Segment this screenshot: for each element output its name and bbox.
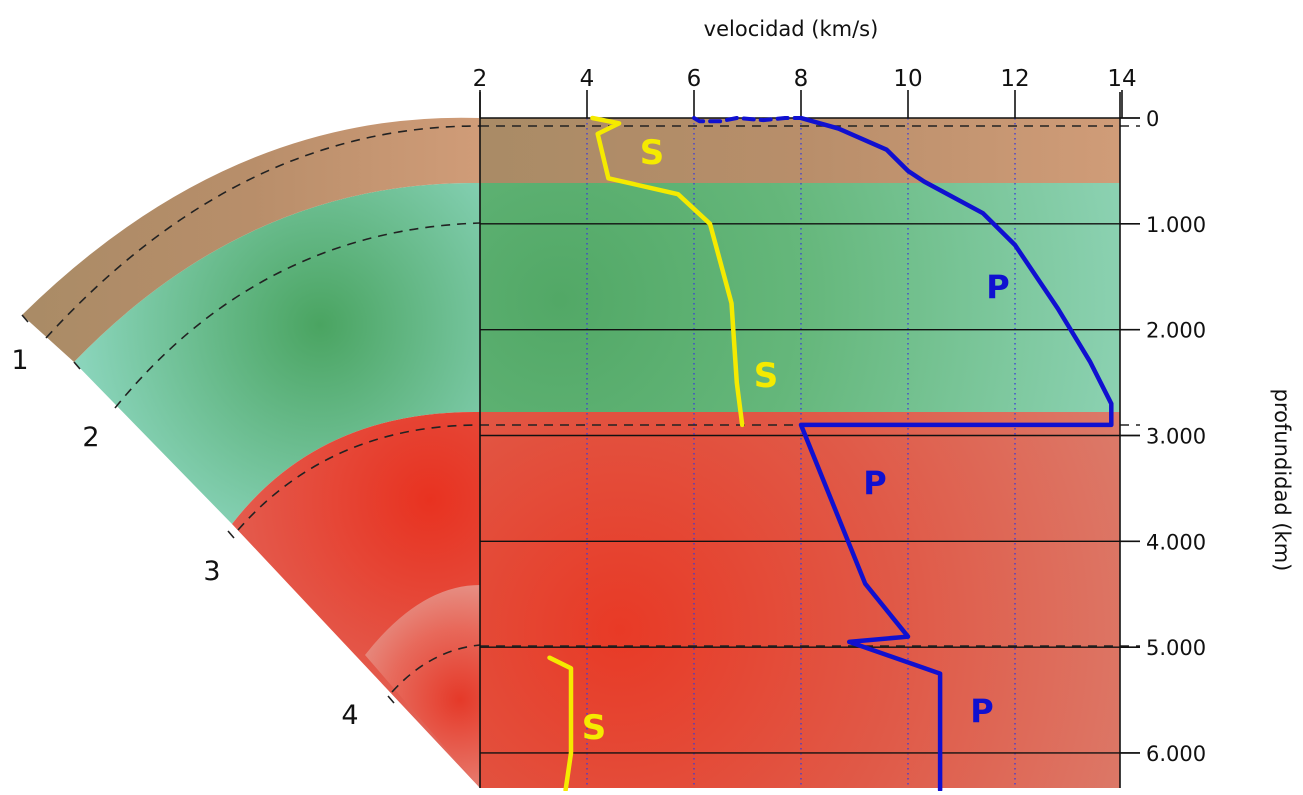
depth-gridlines: [480, 223, 1140, 754]
velocity-tick-label-12: 12: [1000, 66, 1029, 92]
s-wave-curve-mantle: [590, 115, 745, 428]
tick-3: [227, 530, 235, 539]
velocity-tick-label-2: 2: [473, 66, 488, 92]
layer-number-4: 4: [341, 700, 358, 731]
s-wave-label-inner: S: [582, 708, 607, 748]
inner-core-wedge: [365, 585, 480, 788]
velocity-tick-label-10: 10: [893, 66, 922, 92]
tick-4: [387, 695, 395, 704]
velocity-tick-label-14: 14: [1107, 66, 1136, 92]
velocity-axis-title: velocidad (km/s): [704, 17, 879, 41]
velocity-tick-label-8: 8: [794, 66, 809, 92]
inner-core-arc: [391, 644, 481, 693]
p-wave-label-inner-core: P: [970, 692, 993, 730]
velocity-tick-label-6: 6: [687, 66, 702, 92]
depth-tick-label-4.000: 4.000: [1146, 530, 1206, 554]
depth-profile-layers: [480, 118, 1120, 788]
depth-tick-label-3.000: 3.000: [1146, 424, 1206, 448]
depth-ticks: 0 1.000 2.000 3.000 4.000 5.000 6.000: [1120, 107, 1206, 766]
layer-number-3: 3: [203, 556, 220, 587]
crust-layer: [480, 118, 1120, 183]
wedge-boundaries: [45, 125, 481, 693]
mantle-wedge: [74, 182, 480, 524]
velocity-gridlines: [586, 118, 1016, 788]
p-wave-curve: [798, 115, 1114, 793]
depth-tick-label-1.000: 1.000: [1146, 213, 1206, 237]
mantle-layer: [480, 183, 1120, 412]
crust-wedge: [22, 117, 480, 362]
p-wave-label-mantle: P: [986, 268, 1009, 306]
earth-wedge: [22, 117, 480, 788]
depth-axis-title: profundidad (km): [1270, 389, 1294, 572]
depth-tick-label-6.000: 6.000: [1146, 742, 1206, 766]
wave-curves: [547, 115, 1114, 793]
s-wave-label-mantle: S: [754, 356, 779, 396]
core-layer: [480, 412, 1120, 788]
velocity-ticks: 2 4 6 8 10 12 14: [473, 66, 1137, 118]
p-wave-curve-crust-dashed: [692, 116, 803, 124]
depth-tick-label-0: 0: [1146, 107, 1159, 131]
s-wave-label-crust: S: [640, 133, 665, 173]
tick-1: [21, 314, 29, 323]
core-boundary-arc: [237, 424, 481, 531]
wedge-layer-ticks: [21, 314, 395, 704]
crust-boundary-arc: [45, 125, 481, 339]
velocity-tick-label-4: 4: [580, 66, 595, 92]
tick-2: [73, 361, 81, 370]
p-wave-label-outer-core: P: [863, 464, 886, 502]
s-wave-curve-inner-core: [547, 655, 574, 793]
depth-tick-label-2.000: 2.000: [1146, 319, 1206, 343]
depth-tick-label-5.000: 5.000: [1146, 636, 1206, 660]
layer-number-2: 2: [82, 422, 99, 453]
layer-number-1: 1: [11, 345, 28, 376]
mantle-inner-arc: [114, 222, 481, 409]
axis-frame: [479, 92, 1140, 788]
